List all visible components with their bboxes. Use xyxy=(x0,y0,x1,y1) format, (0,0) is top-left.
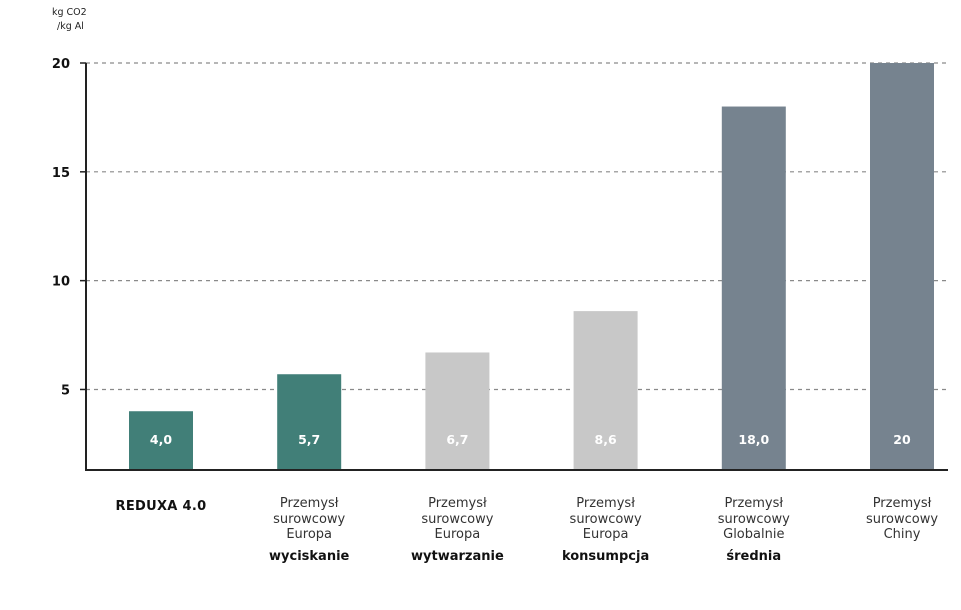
category-label-2-line-0: Przemysł xyxy=(428,496,487,511)
y-tick-label-5: 5 xyxy=(61,383,70,398)
category-label-3-line-0: Przemysł xyxy=(576,496,635,511)
category-sublabel-4: średnia xyxy=(726,548,782,564)
bar-1 xyxy=(277,374,342,470)
category-label-2: Przemysł surowcowy Europa wytwarzanie xyxy=(397,496,517,564)
bar-0 xyxy=(129,411,193,470)
category-sublabel-2: wytwarzanie xyxy=(411,548,504,564)
y-tick-label-10: 10 xyxy=(52,275,70,290)
bar-5 xyxy=(870,63,934,470)
category-label-2-line-1: surowcowy xyxy=(421,511,494,527)
category-label-3-line-2: Europa xyxy=(582,527,629,542)
bar-value-label-0: 4,0 xyxy=(150,432,172,447)
category-label-5-line-1: surowcowy xyxy=(865,511,939,527)
category-label-4: Przemysł surowcowy Globalnie średnia xyxy=(694,496,814,564)
bar-value-label-5: 20 xyxy=(893,432,911,447)
bar-value-label-3: 8,6 xyxy=(595,432,617,447)
category-sublabel-1: wyciskanie xyxy=(269,548,350,564)
y-axis-unit-line-2: /kg Al xyxy=(57,21,84,32)
bar-4 xyxy=(721,106,786,470)
category-label-0: REDUXA 4.0 xyxy=(101,499,221,515)
category-label-4-line-1: surowcowy xyxy=(717,511,790,527)
category-label-0-line-0: REDUXA 4.0 xyxy=(115,499,207,514)
category-label-4-line-2: Globalnie xyxy=(723,527,785,542)
category-label-3-line-1: surowcowy xyxy=(569,511,642,527)
y-tick-label-20: 20 xyxy=(52,57,70,72)
category-label-5-line-0: Przemysł xyxy=(872,496,932,511)
bar-value-label-2: 6,7 xyxy=(446,432,468,447)
y-tick-label-15: 15 xyxy=(52,166,70,181)
category-label-1-line-2: Europa xyxy=(286,527,333,542)
bar-2 xyxy=(425,352,490,470)
bar-3 xyxy=(573,311,638,470)
category-sublabel-3: konsumpcja xyxy=(561,548,650,564)
category-label-1: Przemysł surowcowy Europa wyciskanie xyxy=(249,496,369,564)
category-label-2-line-2: Europa xyxy=(434,527,481,542)
category-label-4-line-0: Przemysł xyxy=(724,496,784,511)
category-label-5-line-2: Chiny xyxy=(883,527,921,542)
category-label-5: Przemysł surowcowy Chiny xyxy=(842,496,961,543)
category-label-3: Przemysł surowcowy Europa konsumpcja xyxy=(546,496,666,564)
category-label-1-line-0: Przemysł xyxy=(279,496,339,511)
y-axis-unit-line-1: kg CO2 xyxy=(52,7,87,18)
category-label-1-line-1: surowcowy xyxy=(273,511,346,527)
y-axis-unit: kg CO2 /kg Al xyxy=(52,6,87,34)
bar-value-label-4: 18,0 xyxy=(738,432,769,447)
bar-value-label-1: 5,7 xyxy=(298,432,320,447)
